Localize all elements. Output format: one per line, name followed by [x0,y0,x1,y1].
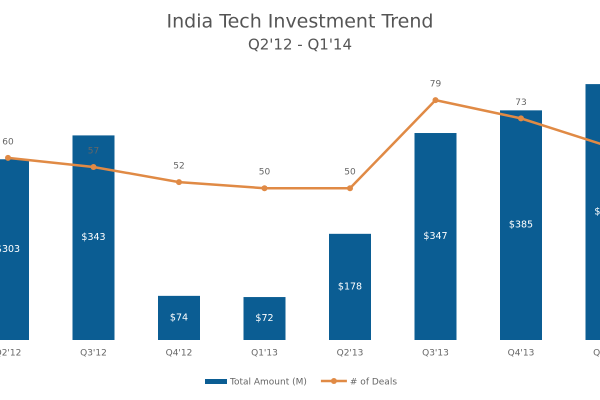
deals-point [90,163,97,170]
legend-swatch [330,378,337,384]
deals-label: 73 [515,98,526,108]
deals-point [518,115,524,122]
deals-label: 52 [173,162,184,172]
bar [329,233,371,340]
deals-label: 57 [88,146,99,156]
bar-value-label: $347 [423,231,447,242]
bar [158,295,200,340]
bar [0,159,29,340]
bar-value-label: $385 [509,220,533,231]
bar-value-label: $429 [594,207,600,218]
bar-value-label: $178 [338,281,362,292]
bar [585,84,600,341]
legend-swatch [205,379,227,384]
x-tick-label: Q4'13 [508,349,535,359]
deals-point [261,185,268,192]
chart-title: India Tech Investment Trend [167,11,434,33]
x-tick-label: Q4'12 [166,349,193,359]
bar-value-label: $72 [255,313,273,324]
deals-line [7,98,600,190]
bar [243,297,286,340]
x-tick-label: Q2'12 [0,349,21,359]
deals-label: 60 [2,137,14,147]
legend-label: Total Amount (M) [229,378,307,388]
x-tick-label: Q1'13 [251,349,278,359]
bar-value-label: $303 [0,244,20,255]
chart-subtitle: Q2'12 - Q1'14 [248,36,352,54]
bar-value-label: $74 [170,312,188,323]
x-tick-label: Q3'12 [80,349,107,359]
x-tick-label: Q2'13 [337,349,364,359]
deals-label: 50 [259,168,271,178]
bar [414,133,457,340]
x-tick-label: Q1'14 [593,349,600,359]
deals-point [176,179,182,186]
legend-label: # of Deals [350,378,397,388]
bar-value-label: $343 [81,232,105,243]
deals-point [347,185,353,192]
deals-label: 50 [344,168,356,178]
deals-point [432,97,439,104]
bar [500,110,542,340]
deals-label: 79 [430,80,442,90]
deals-point [5,154,11,161]
x-tick-label: Q3'13 [422,349,449,359]
